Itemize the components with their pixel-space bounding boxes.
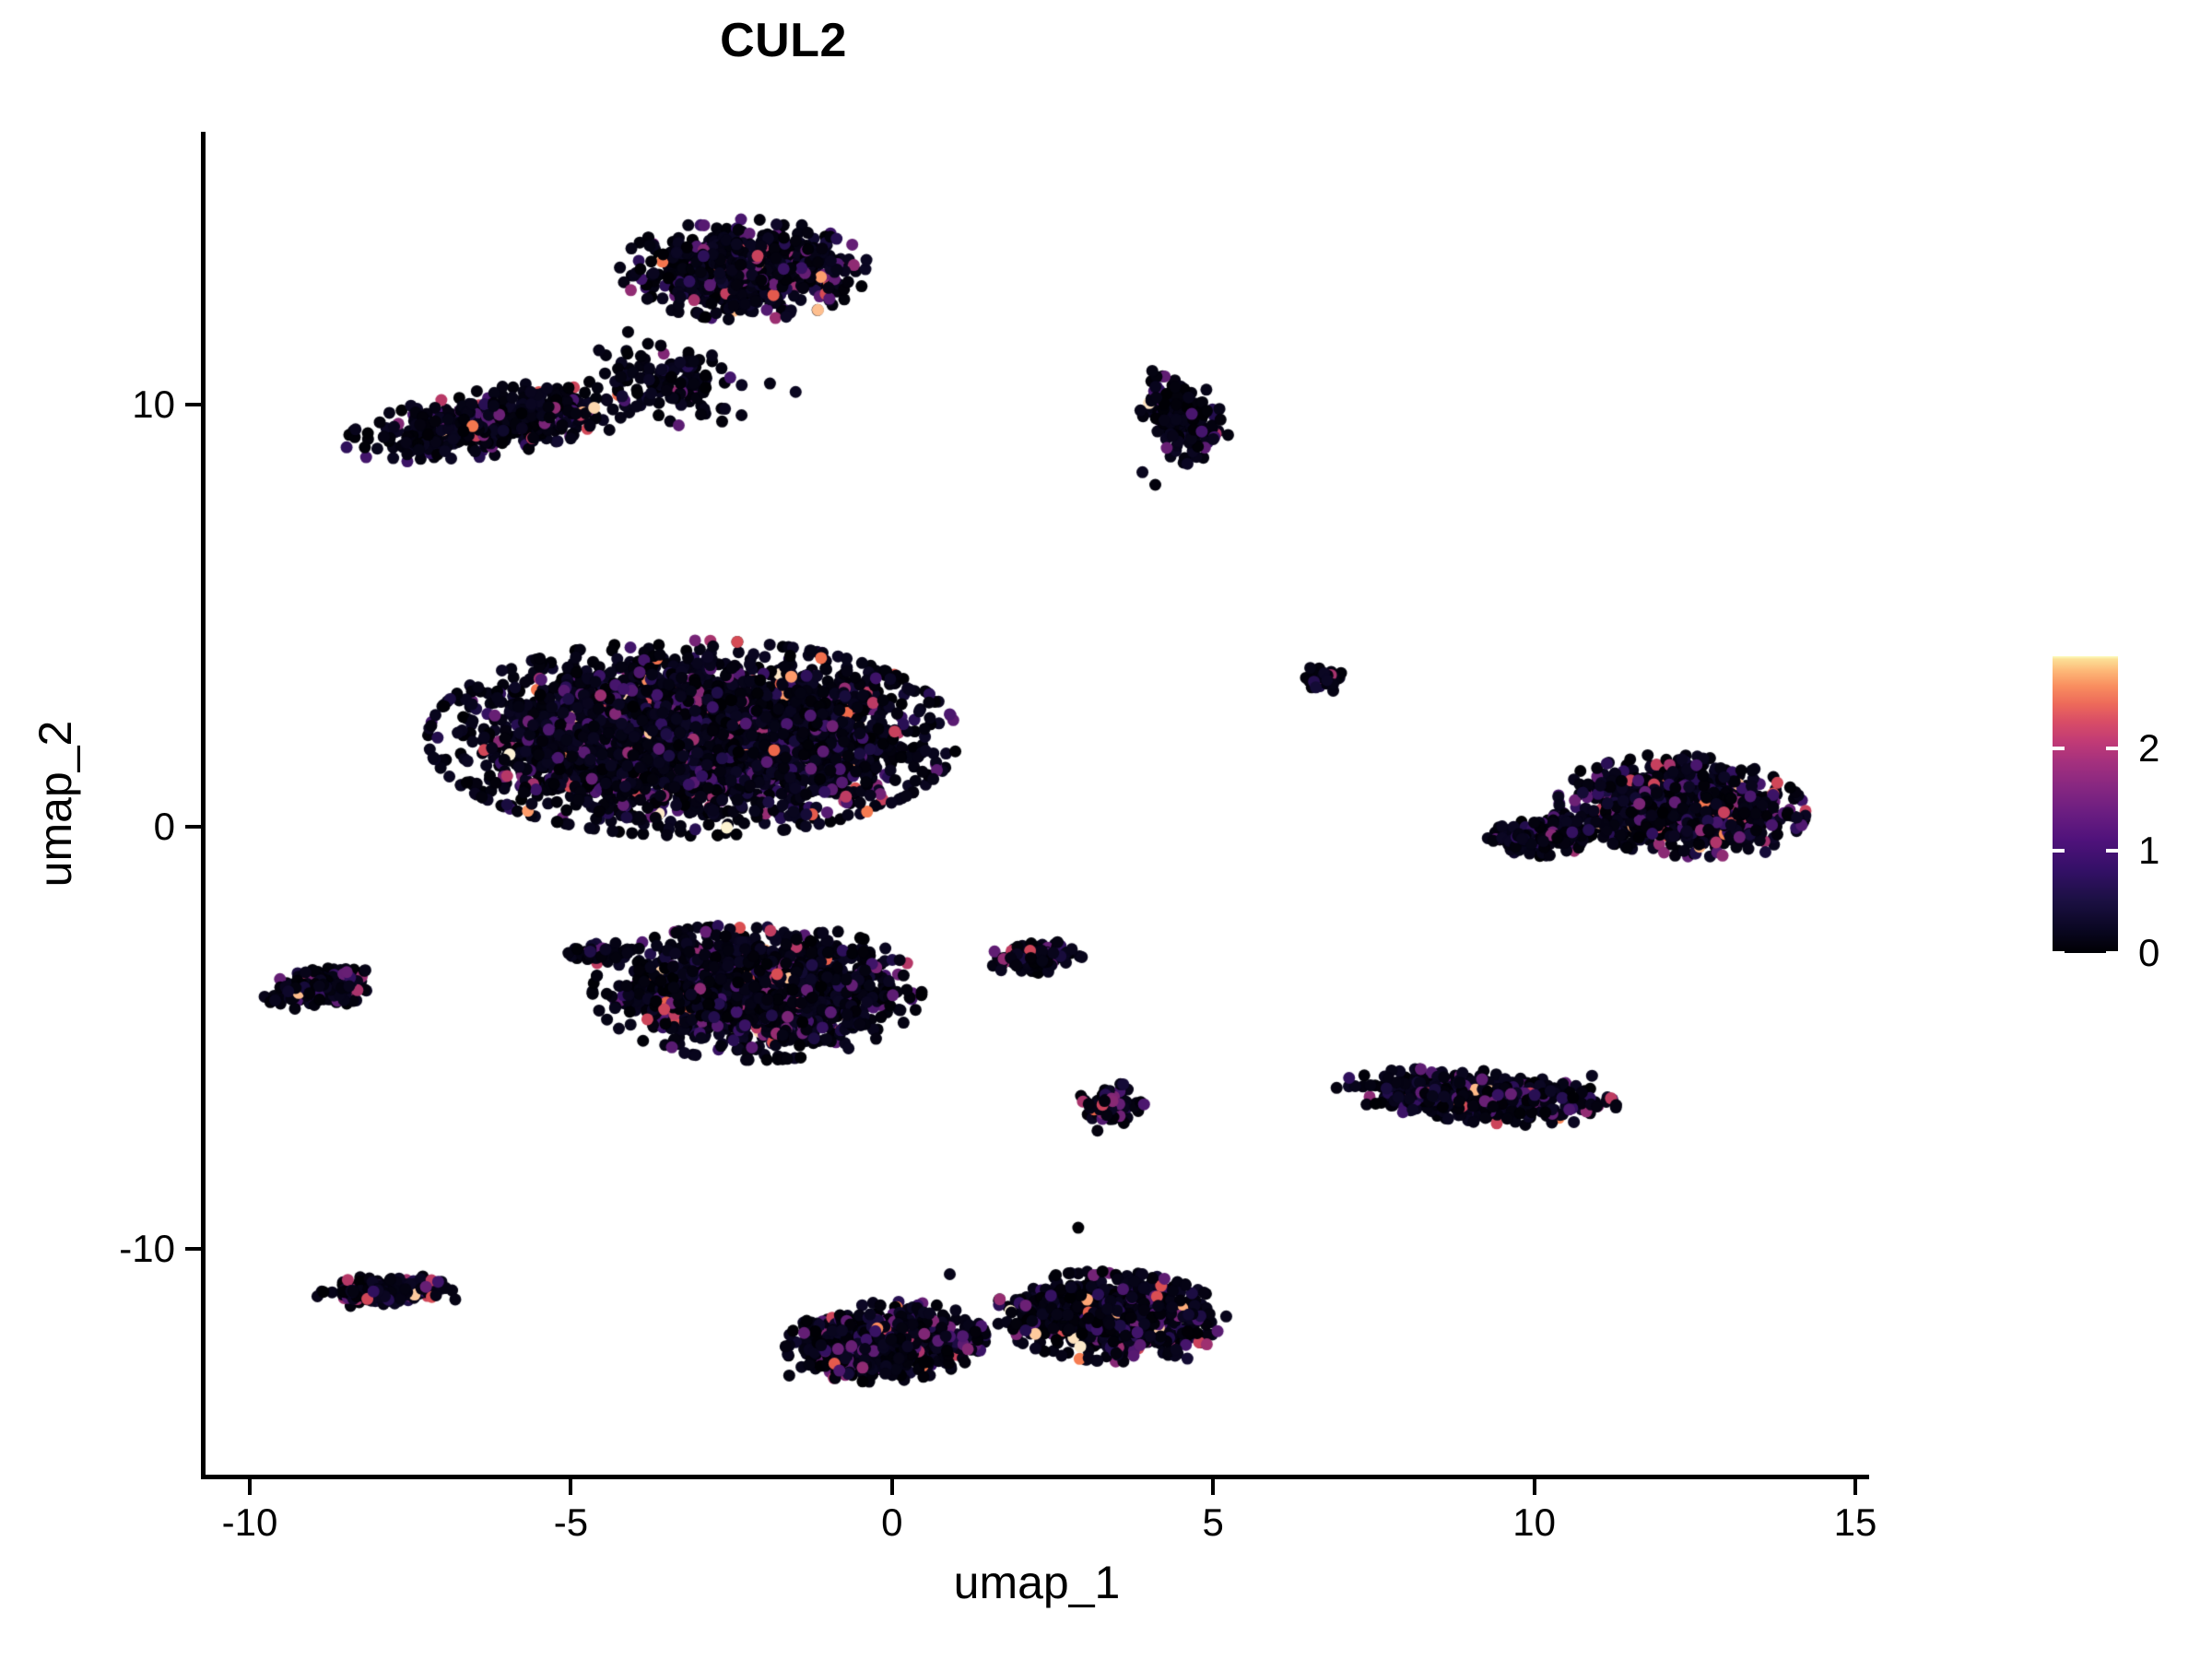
colorbar-tick-mark <box>2053 746 2065 750</box>
y-tick-label: -10 <box>119 1227 175 1270</box>
x-tick-mark <box>248 1479 252 1495</box>
y-tick-label: 10 <box>132 382 175 426</box>
page-title: CUL2 <box>720 14 847 67</box>
x-axis-line <box>205 1475 1869 1479</box>
colorbar-gradient <box>2053 656 2118 953</box>
y-tick-mark <box>185 1247 201 1251</box>
colorbar-tick-mark <box>2106 848 2118 853</box>
y-tick-mark <box>185 825 201 829</box>
colorbar-tick-mark <box>2053 951 2065 955</box>
x-tick-mark <box>1532 1479 1536 1495</box>
x-tick-label: 5 <box>1202 1500 1224 1544</box>
colorbar-tick-label: 0 <box>2138 931 2160 974</box>
x-tick-mark <box>569 1479 573 1495</box>
colorbar-tick-mark <box>2053 848 2065 853</box>
x-tick-label: -10 <box>221 1500 278 1544</box>
y-axis-line <box>201 132 206 1479</box>
x-axis-label: umap_1 <box>953 1557 1121 1608</box>
colorbar-tick-label: 1 <box>2138 828 2160 872</box>
colorbar-tick-mark <box>2106 951 2118 955</box>
colorbar-tick-label: 2 <box>2138 725 2160 770</box>
x-tick-mark <box>889 1479 894 1495</box>
x-tick-mark <box>1211 1479 1216 1495</box>
y-tick-mark <box>185 403 201 406</box>
x-tick-label: 10 <box>1512 1500 1556 1544</box>
x-tick-label: 0 <box>881 1500 903 1544</box>
colorbar-legend: 0 1 2 <box>2053 656 2200 974</box>
x-tick-mark <box>1853 1479 1857 1495</box>
colorbar-tick-mark <box>2106 746 2118 750</box>
x-tick-label: 15 <box>1833 1500 1877 1544</box>
x-tick-label: -5 <box>553 1500 589 1544</box>
scatter-points <box>205 132 1866 1477</box>
plot-panel <box>205 132 1866 1477</box>
y-axis-label: umap_2 <box>29 720 81 888</box>
y-tick-label: 0 <box>153 805 175 848</box>
